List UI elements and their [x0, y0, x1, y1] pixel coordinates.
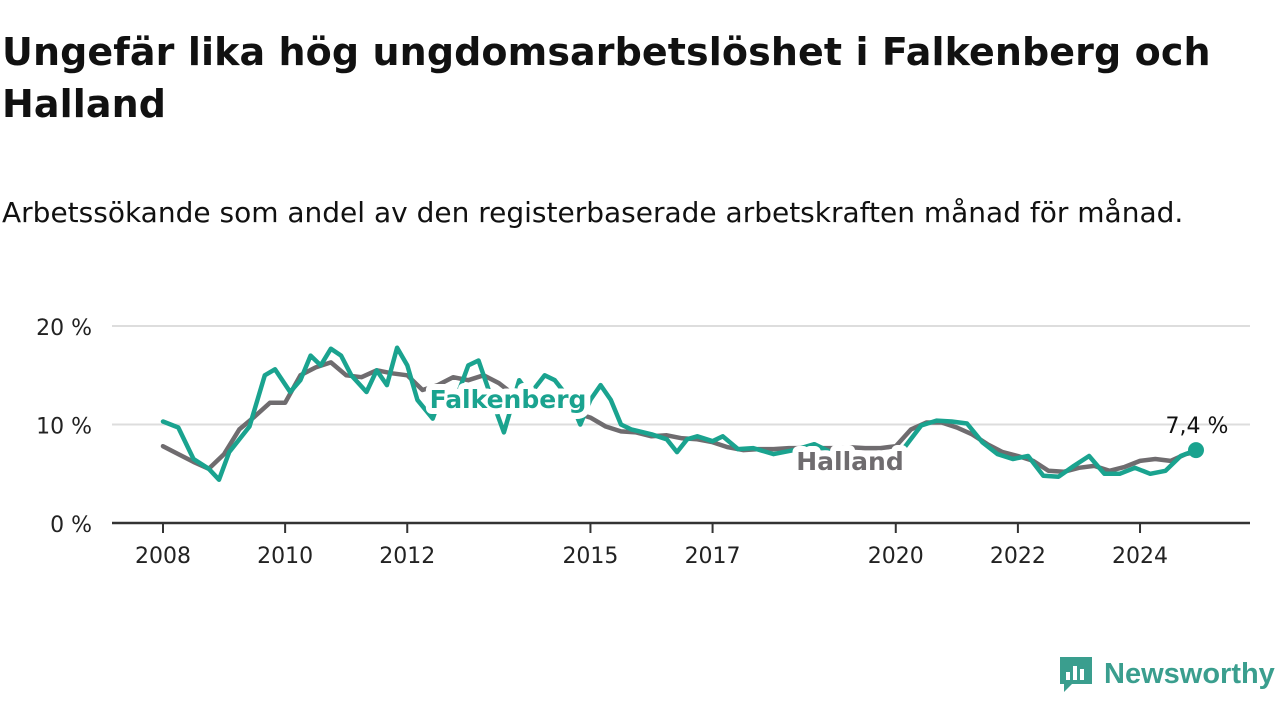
x-tick-label: 2015 — [562, 544, 618, 569]
y-tick-label: 0 % — [50, 513, 92, 538]
chart-title: Ungefär lika hög ungdomsarbetslöshet i F… — [2, 30, 1211, 126]
x-tick-label: 2012 — [379, 544, 435, 569]
series-label-falkenberg: Falkenberg — [430, 385, 587, 414]
end-point-marker — [1188, 442, 1204, 459]
end-value-label: 7,4 % — [1166, 414, 1229, 439]
x-tick-label: 2017 — [685, 544, 741, 569]
series-line-falkenberg — [160, 345, 1199, 482]
series-line-halland — [160, 360, 1199, 475]
newsworthy-logo: Newsworthy — [1058, 654, 1275, 694]
x-tick-label: 2020 — [868, 544, 924, 569]
x-tick-label: 2022 — [990, 544, 1046, 569]
chart-subtitle: Arbetssökande som andel av den registerb… — [2, 196, 1184, 229]
newsworthy-icon — [1060, 657, 1092, 692]
x-tick-label: 2024 — [1112, 544, 1168, 569]
brand-name: Newsworthy — [1104, 657, 1275, 690]
x-tick-label: 2008 — [135, 544, 191, 569]
x-tick-label: 2010 — [257, 544, 313, 569]
y-tick-label: 20 % — [36, 316, 92, 341]
y-tick-label: 10 % — [36, 415, 92, 440]
line-chart: 20 % 10 % 0 % 2008 2010 2012 2015 2017 2020 2022 2… — [36, 316, 1250, 569]
series-label-halland: Halland — [796, 447, 904, 476]
